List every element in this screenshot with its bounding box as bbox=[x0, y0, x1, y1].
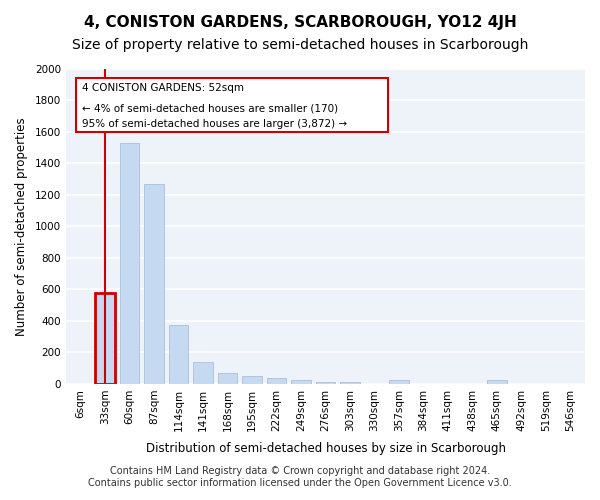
Bar bbox=[291, 380, 311, 384]
Bar bbox=[242, 376, 262, 384]
Bar bbox=[145, 184, 164, 384]
Text: 4, CONISTON GARDENS, SCARBOROUGH, YO12 4JH: 4, CONISTON GARDENS, SCARBOROUGH, YO12 4… bbox=[83, 15, 517, 30]
Bar bbox=[95, 292, 115, 384]
Bar bbox=[267, 378, 286, 384]
Text: Contains HM Land Registry data © Crown copyright and database right 2024.
Contai: Contains HM Land Registry data © Crown c… bbox=[88, 466, 512, 487]
X-axis label: Distribution of semi-detached houses by size in Scarborough: Distribution of semi-detached houses by … bbox=[146, 442, 506, 455]
Bar bbox=[316, 382, 335, 384]
Bar bbox=[340, 382, 360, 384]
Bar bbox=[169, 325, 188, 384]
Text: 4 CONISTON GARDENS: 52sqm: 4 CONISTON GARDENS: 52sqm bbox=[82, 83, 244, 93]
Bar bbox=[389, 380, 409, 384]
Text: Size of property relative to semi-detached houses in Scarborough: Size of property relative to semi-detach… bbox=[72, 38, 528, 52]
Bar bbox=[487, 380, 506, 384]
Bar bbox=[218, 373, 238, 384]
Bar bbox=[193, 362, 213, 384]
Text: ← 4% of semi-detached houses are smaller (170): ← 4% of semi-detached houses are smaller… bbox=[82, 104, 338, 114]
Text: 95% of semi-detached houses are larger (3,872) →: 95% of semi-detached houses are larger (… bbox=[82, 119, 347, 129]
Y-axis label: Number of semi-detached properties: Number of semi-detached properties bbox=[15, 117, 28, 336]
Bar bbox=[120, 143, 139, 384]
FancyBboxPatch shape bbox=[76, 78, 388, 132]
